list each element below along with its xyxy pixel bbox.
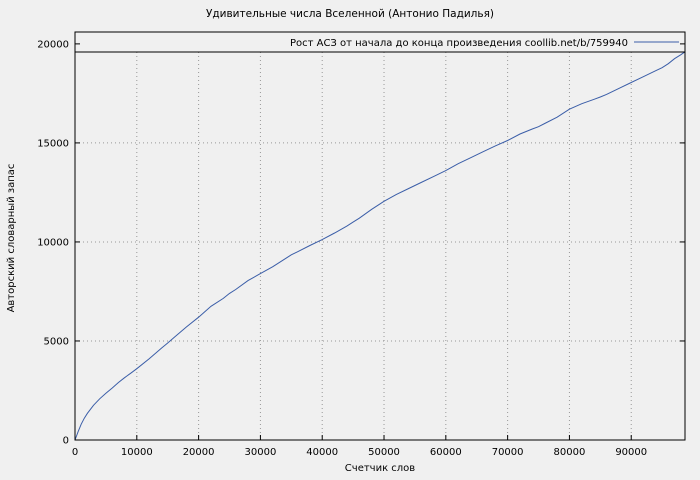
plot-border — [74, 31, 686, 441]
x-tick-label: 50000 — [368, 447, 400, 458]
x-tick-label: 20000 — [183, 447, 215, 458]
legend-box — [74, 31, 686, 53]
y-axis-label: Авторский словарный запас — [6, 164, 17, 313]
legend: Рост АСЗ от начала до конца произведения… — [74, 31, 686, 53]
y-tick-label: 0 — [63, 436, 69, 447]
x-axis-label: Счетчик слов — [345, 463, 416, 474]
axis-ticks: 0 10000 20000 30000 40000 50000 60000 70000 8000… — [37, 39, 685, 458]
x-tick-label: 80000 — [554, 447, 586, 458]
x-tick-label: 90000 — [615, 447, 647, 458]
legend-label: Рост АСЗ от начала до конца произведения… — [290, 38, 628, 49]
y-tick-label: 15000 — [37, 138, 69, 149]
x-tick-label: 70000 — [492, 447, 524, 458]
data-series — [74, 51, 686, 441]
vocabulary-growth-line — [74, 51, 686, 441]
gridlines — [74, 32, 685, 441]
chart-title: Удивительные числа Вселенной (Антонио Па… — [206, 8, 494, 20]
y-tick-label: 20000 — [37, 39, 69, 50]
x-tick-label: 40000 — [306, 447, 338, 458]
y-tick-label: 5000 — [44, 336, 69, 347]
y-tick-label: 10000 — [37, 237, 69, 248]
x-tick-label: 10000 — [121, 447, 153, 458]
x-tick-label: 30000 — [245, 447, 277, 458]
x-tick-label: 60000 — [430, 447, 462, 458]
x-tick-label: 0 — [72, 447, 78, 458]
